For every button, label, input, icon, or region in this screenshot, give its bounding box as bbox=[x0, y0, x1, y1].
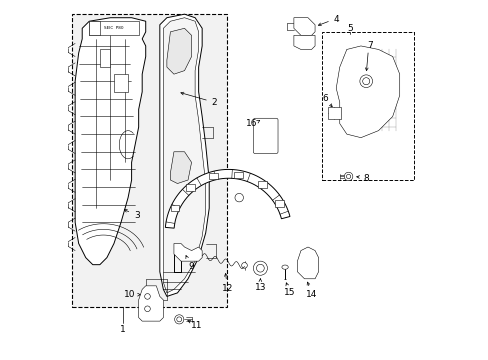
Polygon shape bbox=[163, 18, 205, 293]
Polygon shape bbox=[336, 46, 399, 138]
Circle shape bbox=[174, 315, 183, 324]
Text: 2: 2 bbox=[181, 92, 217, 107]
Polygon shape bbox=[174, 243, 202, 261]
Text: 3: 3 bbox=[124, 210, 140, 220]
Text: 5: 5 bbox=[347, 24, 352, 33]
Text: 1: 1 bbox=[120, 325, 125, 334]
Polygon shape bbox=[139, 286, 163, 321]
FancyBboxPatch shape bbox=[253, 118, 278, 154]
Text: 16: 16 bbox=[245, 119, 257, 128]
Bar bbox=[322, 32, 413, 180]
Text: 4: 4 bbox=[333, 15, 338, 24]
Circle shape bbox=[256, 264, 264, 272]
Text: 9: 9 bbox=[185, 256, 193, 271]
Bar bbox=[186, 184, 195, 191]
Circle shape bbox=[241, 262, 247, 268]
Text: 15: 15 bbox=[284, 288, 295, 297]
Text: 12: 12 bbox=[222, 274, 233, 293]
Text: 8: 8 bbox=[363, 174, 368, 183]
Ellipse shape bbox=[281, 265, 287, 269]
Bar bbox=[275, 200, 284, 207]
Text: 14: 14 bbox=[305, 290, 317, 299]
Bar bbox=[234, 172, 243, 178]
Circle shape bbox=[144, 294, 150, 299]
Text: SEIC  P80: SEIC P80 bbox=[104, 26, 123, 30]
Circle shape bbox=[346, 174, 350, 179]
Polygon shape bbox=[75, 18, 145, 265]
Polygon shape bbox=[293, 18, 314, 35]
Polygon shape bbox=[100, 49, 110, 67]
Circle shape bbox=[235, 193, 243, 202]
Polygon shape bbox=[114, 74, 128, 92]
Polygon shape bbox=[165, 170, 289, 228]
Circle shape bbox=[176, 317, 182, 322]
Polygon shape bbox=[327, 107, 340, 119]
Polygon shape bbox=[170, 152, 191, 184]
Text: 7: 7 bbox=[366, 41, 372, 50]
Circle shape bbox=[359, 75, 372, 87]
Bar bbox=[170, 205, 179, 211]
Bar bbox=[208, 173, 217, 179]
Polygon shape bbox=[89, 21, 100, 35]
Polygon shape bbox=[166, 28, 191, 74]
Polygon shape bbox=[160, 14, 209, 296]
Text: 10: 10 bbox=[124, 290, 135, 299]
Text: 6: 6 bbox=[322, 94, 328, 103]
Bar bbox=[258, 181, 266, 188]
Polygon shape bbox=[89, 21, 139, 35]
Circle shape bbox=[344, 172, 352, 181]
Text: 13: 13 bbox=[254, 283, 265, 292]
Circle shape bbox=[253, 261, 267, 275]
Circle shape bbox=[362, 78, 369, 85]
Bar bbox=[71, 14, 226, 307]
Circle shape bbox=[144, 306, 150, 312]
Polygon shape bbox=[297, 247, 318, 279]
Polygon shape bbox=[293, 35, 314, 49]
Text: 11: 11 bbox=[191, 321, 202, 330]
